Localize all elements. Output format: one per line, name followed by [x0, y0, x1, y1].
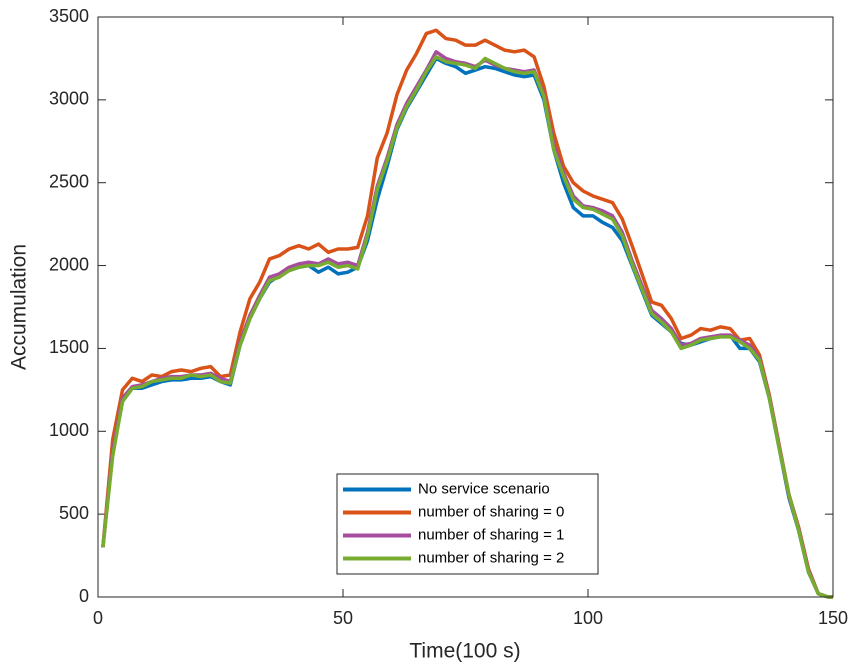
line-series: [101, 55, 833, 599]
y-tick-label: 0: [79, 586, 89, 606]
y-tick-label: 1000: [49, 420, 89, 440]
y-axis-label: Accumulation: [8, 244, 31, 370]
plot-frame: [97, 16, 834, 598]
y-tick-label: 500: [59, 503, 89, 523]
y-tick-label: 3000: [49, 89, 89, 109]
legend-label: No service scenario: [418, 480, 550, 497]
legend-label: number of sharing = 0: [418, 503, 564, 520]
x-tick-label: 100: [573, 608, 603, 628]
y-tick-label: 2000: [49, 254, 89, 274]
legend: No service scenario number of sharing = 0…: [336, 473, 599, 575]
legend-label: number of sharing = 2: [418, 549, 564, 566]
x-tick-label: 50: [333, 608, 353, 628]
y-tick-label: 1500: [49, 337, 89, 357]
y-tick-label: 3500: [49, 6, 89, 26]
x-tick-label: 0: [93, 608, 103, 628]
x-tick-label: 150: [818, 608, 848, 628]
line-series: [101, 28, 833, 599]
x-axis-label: Time(100 s): [409, 640, 520, 663]
legend-label: number of sharing = 1: [418, 526, 564, 543]
y-tick-label: 2500: [49, 171, 89, 191]
